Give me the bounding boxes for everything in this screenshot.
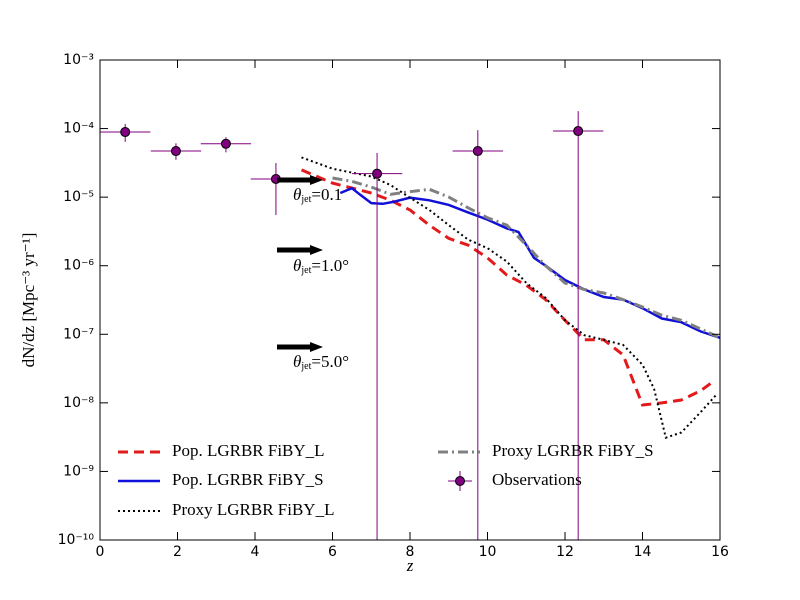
annotation-symbol: θ [293, 185, 301, 204]
series-line [332, 176, 721, 340]
x-tick-label: 16 [711, 544, 729, 560]
annotation: θjet=1.0° [293, 256, 349, 276]
annotation-subscript: jet [300, 194, 311, 205]
y-tick-label: 10⁻⁴ [63, 121, 94, 137]
annotation-symbol: θ [293, 256, 301, 275]
legend-label: Pop. LGRBR FiBY_S [172, 470, 324, 489]
arrow-head [310, 342, 323, 352]
x-tick-label: 4 [251, 544, 260, 560]
y-axis-label: dN/dz [Mpc⁻³ yr⁻¹] [19, 233, 38, 368]
observation-point [472, 146, 483, 157]
series-line [300, 168, 714, 407]
legend-label: Pop. LGRBR FiBY_L [172, 441, 325, 460]
y-tick-label: 10⁻³ [63, 52, 94, 68]
annotation-symbol: θ [293, 352, 301, 371]
arrow-head [310, 175, 323, 185]
legend-label: Proxy LGRBR FiBY_S [492, 441, 654, 460]
observation-point [170, 146, 181, 157]
observation-point [220, 138, 231, 149]
annotation: θjet=5.0° [293, 352, 349, 372]
legend-label: Proxy LGRBR FiBY_L [172, 500, 334, 519]
arrows [277, 175, 323, 352]
x-tick-label: 12 [556, 544, 574, 560]
legend-label: Observations [492, 470, 582, 489]
x-tick-label: 2 [173, 544, 182, 560]
x-tick-label: 0 [96, 544, 105, 560]
x-axis-label: z [406, 556, 414, 575]
observation-point [372, 168, 383, 179]
annotation-text: =5.0° [311, 352, 349, 371]
observation-point [573, 126, 584, 137]
y-tick-label: 10⁻⁵ [63, 189, 94, 205]
y-tick-label: 10⁻⁷ [63, 326, 94, 342]
series-line [339, 186, 721, 339]
annotation: θjet=0.1 [293, 185, 342, 205]
annotation-text: =1.0° [311, 256, 349, 275]
series-line [301, 156, 717, 439]
y-tick-label: 10⁻⁶ [63, 258, 94, 274]
plot-area [100, 111, 721, 540]
x-tick-label: 14 [634, 544, 652, 560]
annotation-text: =0.1 [311, 185, 342, 204]
annotation-subscript: jet [300, 361, 311, 372]
x-tick-label: 10 [479, 544, 497, 560]
y-tick-label: 10⁻⁸ [63, 395, 94, 411]
y-tick-label: 10⁻¹⁰ [58, 532, 95, 548]
annotation-subscript: jet [300, 265, 311, 276]
observation-point [120, 127, 131, 138]
legend-handle [455, 476, 465, 486]
arrow-head [310, 245, 323, 255]
y-tick-label: 10⁻⁹ [63, 463, 94, 479]
x-tick-label: 8 [406, 544, 415, 560]
x-tick-label: 6 [328, 544, 337, 560]
